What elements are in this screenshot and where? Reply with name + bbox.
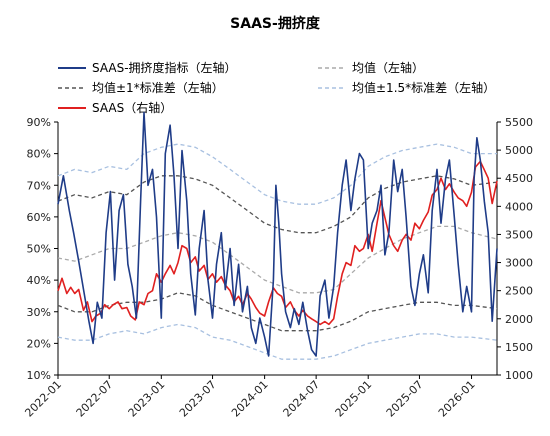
legend-label: SAAS（右轴） bbox=[92, 100, 172, 115]
band-1-5sd-upper-line bbox=[57, 143, 497, 205]
legend: SAAS-拥挤度指标（左轴） 均值（左轴） 均值±1*标准差（左轴） 均值±1.5*标… bbox=[58, 60, 495, 115]
y-left-tick-label: 10% bbox=[27, 369, 51, 382]
band-1-5sd-lower-line bbox=[57, 323, 498, 360]
x-tick-label: 2022-01 bbox=[22, 378, 64, 420]
y-left-tick-label: 50% bbox=[27, 243, 51, 256]
y-right-tick-label: 4000 bbox=[505, 200, 533, 213]
y-right-tick-label: 2000 bbox=[505, 313, 533, 326]
x-tick-label: 2022-07 bbox=[74, 378, 116, 420]
y-left-tick-label: 80% bbox=[27, 148, 51, 161]
legend-label: 均值（左轴） bbox=[352, 60, 424, 75]
legend-label: 均值±1*标准差（左轴） bbox=[92, 80, 224, 95]
y-right-tick-label: 1500 bbox=[505, 341, 533, 354]
x-tick-label: 2025-01 bbox=[333, 378, 375, 420]
y-left-tick-label: 70% bbox=[27, 179, 51, 192]
x-tick-label: 2024-01 bbox=[229, 378, 271, 420]
y-right-tick-label: 3500 bbox=[505, 228, 533, 241]
y-left-tick-label: 40% bbox=[27, 274, 51, 287]
x-tick-label: 2023-07 bbox=[177, 378, 219, 420]
y-right-tick-label: 5500 bbox=[505, 116, 533, 129]
legend-label: SAAS-拥挤度指标（左轴） bbox=[92, 60, 237, 75]
legend-label: 均值±1.5*标准差（左轴） bbox=[352, 80, 495, 95]
y-right-tick-label: 3000 bbox=[505, 257, 533, 270]
plot-area: 10% 20% 30% 40% 50% 60% 70% 80% 90% 1000 1500 2000 2… bbox=[22, 111, 533, 420]
band-1sd-lower-line bbox=[57, 292, 498, 332]
x-tick-label: 2023-01 bbox=[126, 378, 168, 420]
y-right-tick-label: 1000 bbox=[505, 369, 533, 382]
y-right-tick-label: 2500 bbox=[505, 285, 533, 298]
chart-title: SAAS-拥挤度 bbox=[230, 15, 321, 32]
x-tick-label: 2025-07 bbox=[384, 378, 426, 420]
y-right-tick-label: 4500 bbox=[505, 172, 533, 185]
y-right-tick-label: 5000 bbox=[505, 144, 533, 157]
x-tick-label: 2026-01 bbox=[436, 378, 478, 420]
saas-index-line bbox=[57, 160, 498, 326]
y-left-tick-label: 30% bbox=[27, 306, 51, 319]
y-left-tick-label: 90% bbox=[27, 116, 51, 129]
x-tick-label: 2024-07 bbox=[281, 378, 323, 420]
y-left-tick-label: 60% bbox=[27, 211, 51, 224]
y-left-tick-label: 20% bbox=[27, 337, 51, 350]
crowding-indicator-line bbox=[57, 111, 498, 357]
